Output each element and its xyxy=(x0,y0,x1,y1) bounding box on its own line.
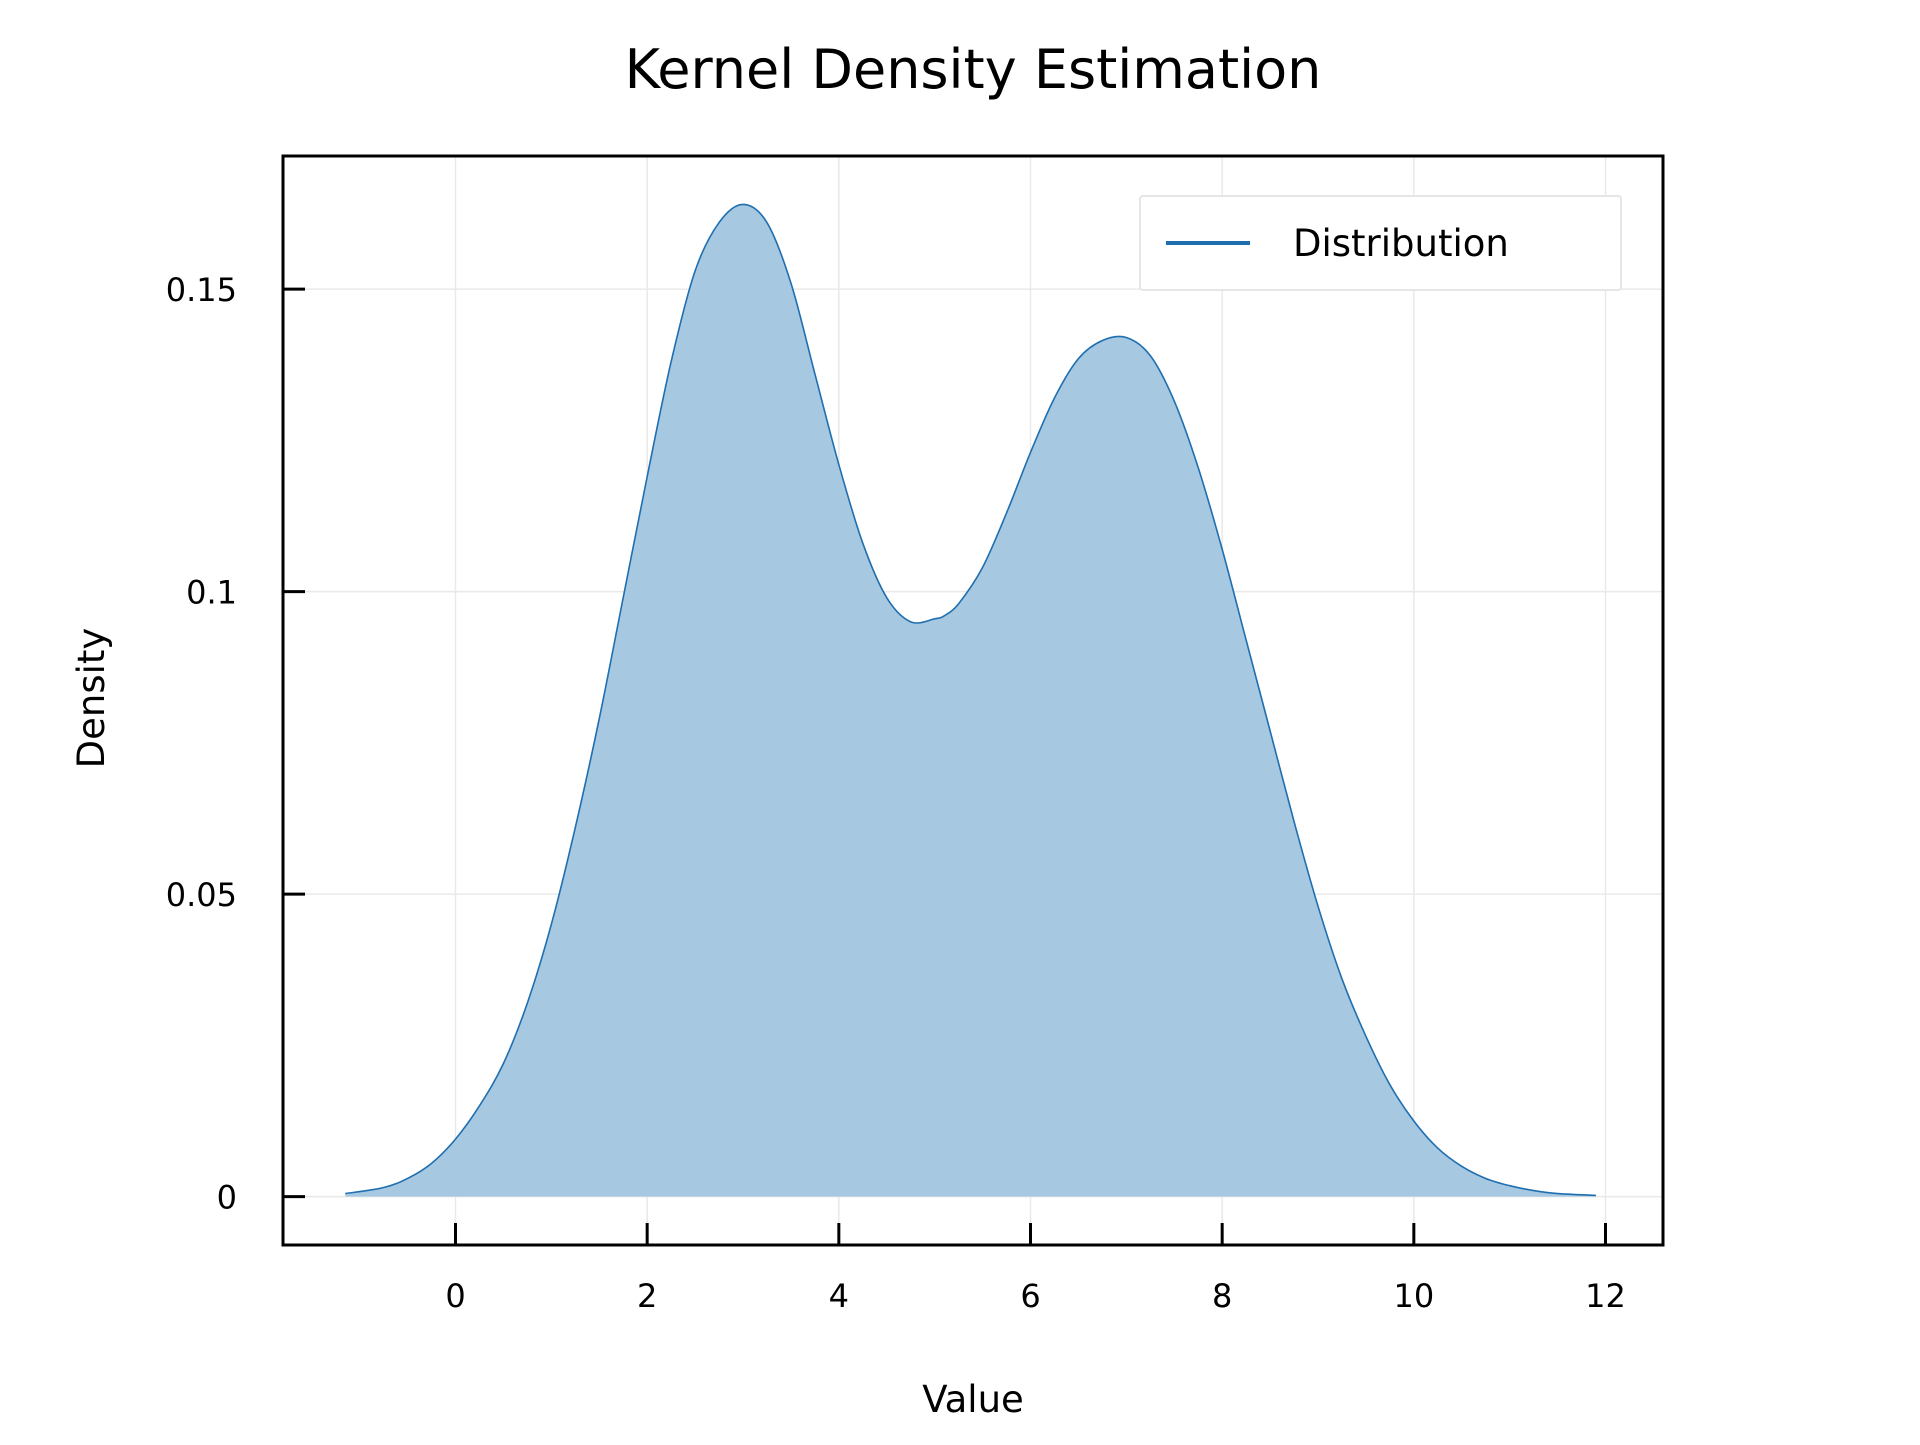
legend: Distribution xyxy=(1139,195,1622,291)
legend-box xyxy=(1139,195,1622,291)
x-tick-label: 0 xyxy=(445,1277,465,1315)
y-tick-label: 0.15 xyxy=(166,271,237,309)
y-tick-label: 0.05 xyxy=(166,876,237,914)
plot-frame xyxy=(281,154,1665,1247)
y-tick-label: 0 xyxy=(217,1179,237,1217)
density-area-fill xyxy=(345,204,1596,1197)
y-axis-ticks: 0 0.05 0.1 0.15 xyxy=(166,271,305,1217)
y-axis-label: Density xyxy=(70,628,113,769)
x-tick-label: 4 xyxy=(829,1277,849,1315)
x-axis-ticks: 0 2 4 6 8 10 12 xyxy=(445,1223,1626,1315)
x-tick-label: 8 xyxy=(1212,1277,1232,1315)
x-axis-label: Value xyxy=(922,1378,1024,1421)
y-tick-label: 0.1 xyxy=(186,574,237,612)
x-tick-label: 10 xyxy=(1393,1277,1434,1315)
legend-label-distribution: Distribution xyxy=(1293,222,1509,265)
chart-title: Kernel Density Estimation xyxy=(625,38,1322,101)
x-tick-label: 6 xyxy=(1020,1277,1040,1315)
x-tick-label: 2 xyxy=(637,1277,657,1315)
x-tick-label: 12 xyxy=(1585,1277,1626,1315)
density-curve xyxy=(345,203,1596,1197)
